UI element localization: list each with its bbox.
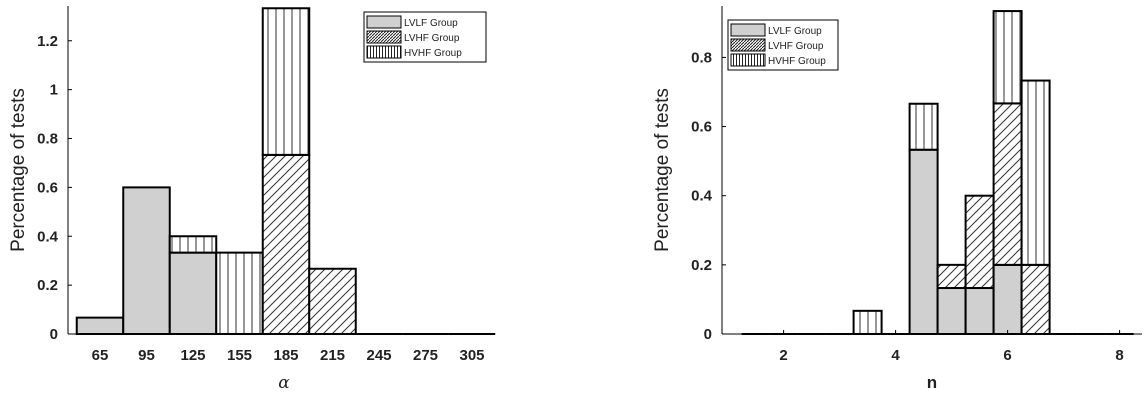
x-tick-label: 275: [413, 347, 438, 364]
legend-alpha: LVLF Group LVHF Group HVHF Group: [363, 11, 487, 63]
y-ticks-n: 0 0.2 0.4 0.6 0.8: [691, 49, 726, 343]
y-tick-label: 0.4: [691, 188, 713, 205]
bar-lvlf-group-9: [992, 263, 1023, 336]
legend-n: LVLF Group LVHF Group HVHF Group: [727, 19, 839, 71]
x-tick-label: 215: [320, 347, 345, 364]
x-axis-label: α: [278, 373, 290, 393]
bar-hvhf-group-6: [908, 102, 939, 151]
bar-lvlf-group-1: [122, 186, 171, 335]
y-axis-label: Percentage of tests: [652, 88, 673, 252]
bar-hvhf-group-4: [852, 309, 883, 336]
x-tick-label: 125: [180, 347, 205, 364]
x-tick-label: 2: [779, 347, 787, 364]
x-tick-label: 65: [92, 347, 109, 364]
y-tick-label: 0.6: [37, 179, 58, 196]
legend-swatch-lvhf: [730, 38, 766, 52]
x-tick-label: 95: [138, 347, 155, 364]
bar-hvhf-group-10: [1020, 79, 1051, 266]
x-tick-label: 155: [227, 347, 252, 364]
legend-label-lvhf: LVHF Group: [768, 41, 824, 52]
x-tick-label: 245: [366, 347, 391, 364]
legend-label-lvlf: LVLF Group: [404, 18, 458, 29]
bar-lvlf-group-7: [936, 287, 967, 336]
legend-swatch-lvlf: [730, 23, 766, 37]
x-tick-label: 305: [459, 347, 484, 364]
bar-hvhf-group-3: [215, 251, 264, 335]
bar-lvlf-group-2: [168, 251, 218, 335]
legend-label-hvhf: HVHF Group: [404, 48, 462, 59]
legend-swatch-lvlf: [366, 15, 402, 29]
legend-swatch-lvhf: [366, 30, 402, 44]
bar-hvhf-group-9: [992, 10, 1023, 105]
x-tick-label: 6: [1003, 347, 1011, 364]
bar-lvhf-group-9: [992, 102, 1023, 266]
bars-alpha: [75, 7, 496, 336]
x-axis-label: n: [927, 373, 937, 392]
bar-lvhf-group-8: [964, 194, 995, 290]
bar-hvhf-group-2: [168, 235, 218, 254]
y-axis-label: Percentage of tests: [8, 88, 29, 252]
y-tick-label: 0.2: [691, 257, 712, 274]
legend-swatch-hvhf: [366, 45, 402, 59]
y-tick-label: 0: [50, 326, 58, 343]
legend-swatch-hvhf: [730, 53, 766, 67]
bar-lvlf-group-0: [75, 316, 125, 335]
chart-alpha: 0 0.2 0.4 0.6 0.8 1 1.2 65 95 125 155 185 215 245 275…: [8, 6, 496, 393]
bar-lvhf-group-4: [261, 153, 311, 335]
x-tick-label: 4: [891, 347, 900, 364]
bar-lvhf-group-10: [1020, 263, 1051, 336]
y-tick-label: 0.4: [37, 228, 59, 245]
legend-label-lvlf: LVLF Group: [768, 26, 822, 37]
bar-lvlf-group-8: [964, 287, 995, 336]
y-tick-label: 0.8: [37, 131, 58, 148]
y-tick-label: 0.2: [37, 277, 58, 294]
x-tick-label: 185: [273, 347, 298, 364]
y-tick-label: 1: [50, 82, 58, 99]
x-tick-label: 8: [1115, 347, 1123, 364]
chart-n: 0 0.2 0.4 0.6 0.8 2 4 6 8 Percentage of tests n…: [652, 6, 1142, 392]
y-ticks-alpha: 0 0.2 0.4 0.6 0.8 1 1.2: [37, 33, 72, 343]
bar-lvhf-group-5: [308, 267, 357, 336]
y-tick-label: 0: [704, 326, 712, 343]
y-tick-label: 0.8: [691, 49, 712, 66]
bar-hvhf-group-4: [261, 7, 311, 156]
x-ticks-n: 2 4 6 8: [779, 330, 1124, 364]
x-ticks-alpha: 65 95 125 155 185 215 245 275 305: [92, 347, 485, 364]
bars-n: [741, 10, 1134, 336]
bar-lvlf-group-6: [908, 148, 939, 335]
legend-label-hvhf: HVHF Group: [768, 56, 826, 67]
legend-label-lvhf: LVHF Group: [404, 33, 460, 44]
bar-lvhf-group-7: [936, 263, 967, 290]
y-tick-label: 0.6: [691, 119, 712, 136]
y-tick-label: 1.2: [37, 33, 58, 50]
